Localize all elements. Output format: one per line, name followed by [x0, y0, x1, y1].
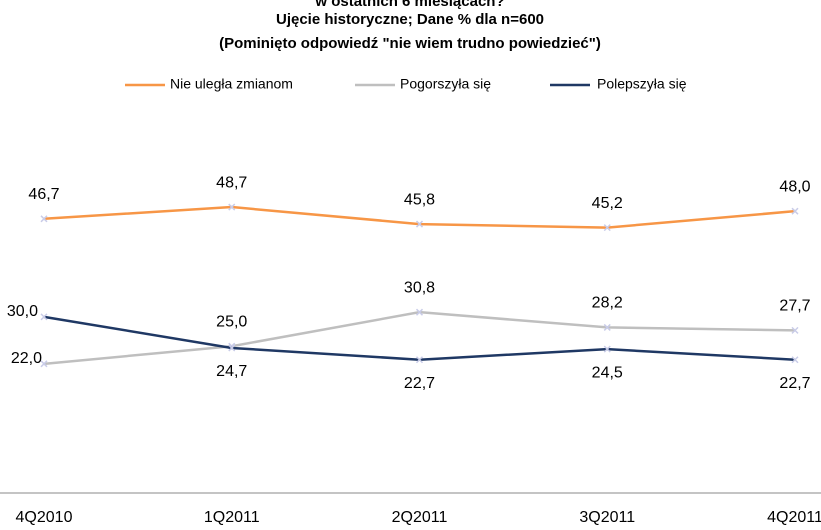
chart-title: w ostatnich 6 miesiącach? [314, 0, 504, 10]
point-marker [415, 308, 424, 316]
data-label: 27,7 [779, 298, 810, 315]
data-label: 30,0 [7, 303, 38, 320]
x-tick-label: 4Q2011 [767, 509, 821, 526]
data-label: 46,7 [28, 186, 59, 203]
chart-subtitle: Ujęcie historyczne; Dane % dla n=600 [276, 11, 544, 28]
point-marker [228, 344, 236, 352]
data-label: 48,7 [216, 174, 247, 191]
data-label: 22,7 [404, 375, 435, 392]
legend-label: Nie uległa zmianom [170, 76, 293, 92]
point-marker [603, 224, 611, 232]
data-label: 24,5 [592, 364, 623, 381]
x-tick-label: 1Q2011 [204, 509, 260, 526]
point-marker [40, 313, 48, 321]
legend-label: Polepszyła się [597, 76, 687, 92]
point-marker [603, 345, 611, 353]
data-label: 45,2 [592, 195, 623, 212]
x-tick-label: 2Q2011 [392, 509, 448, 526]
data-label: 48,0 [779, 178, 810, 195]
data-label: 25,0 [216, 313, 247, 330]
point-marker [228, 203, 236, 211]
data-label: 30,8 [404, 279, 435, 296]
data-label: 45,8 [404, 191, 435, 208]
point-marker [415, 220, 424, 228]
point-marker [791, 356, 799, 364]
point-marker [415, 356, 424, 364]
data-label: 22,7 [779, 375, 810, 392]
data-label: 24,7 [216, 363, 247, 380]
point-marker [40, 360, 48, 368]
series-line [43, 310, 796, 366]
point-marker [791, 207, 799, 215]
chart-subtitle: (Pominięto odpowiedź "nie wiem trudno po… [219, 35, 601, 52]
point-marker [603, 323, 611, 331]
data-label: 28,2 [592, 295, 623, 312]
x-tick-label: 3Q2011 [579, 509, 635, 526]
legend-label: Pogorszyła się [400, 76, 491, 92]
point-marker [40, 215, 48, 223]
data-label: 22,0 [11, 350, 42, 367]
x-tick-label: 4Q2010 [16, 509, 73, 526]
point-marker [791, 326, 799, 334]
